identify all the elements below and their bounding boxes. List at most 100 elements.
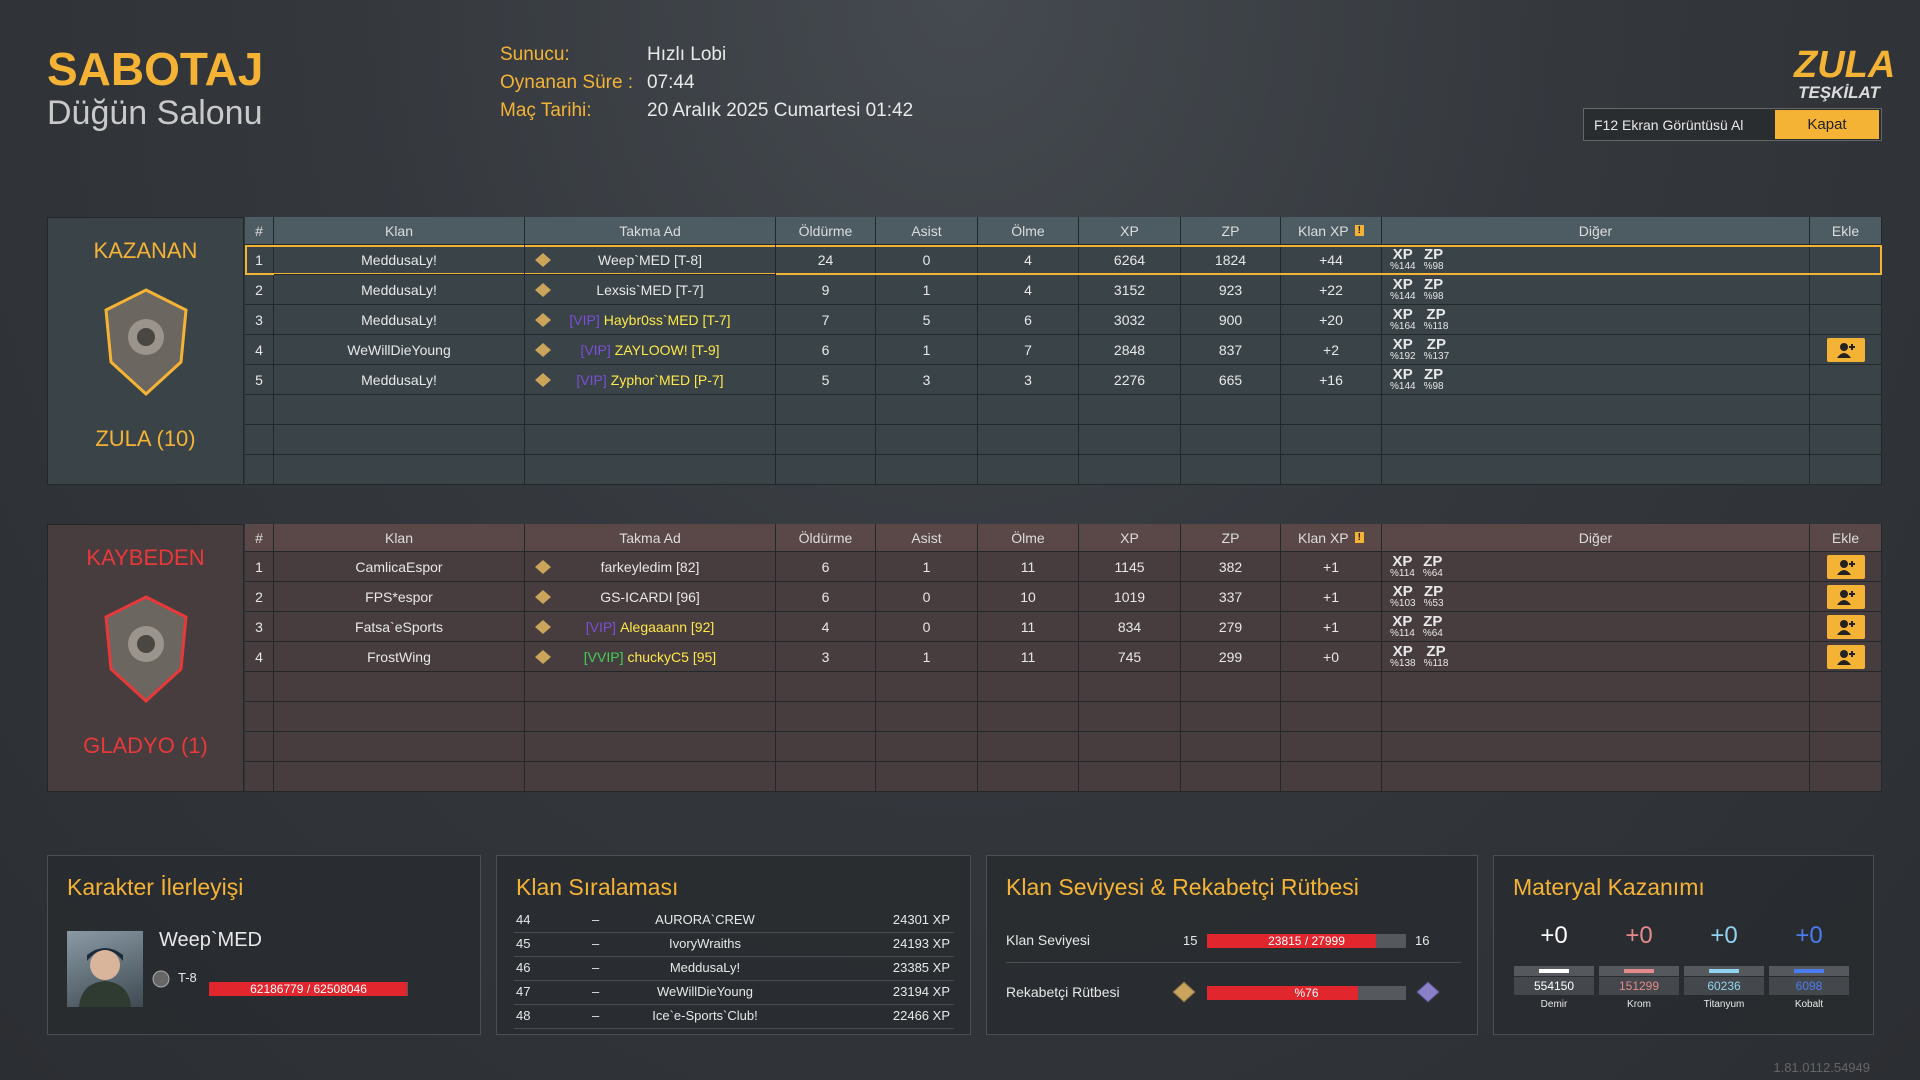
- cell: [1079, 455, 1181, 485]
- cell: [876, 732, 978, 762]
- cell: [VIP] Haybr0ss`MED [T-7]: [525, 305, 776, 335]
- cell: [978, 762, 1079, 792]
- cell: [1281, 425, 1382, 455]
- cell: 7: [978, 335, 1079, 365]
- material-bar: [1599, 966, 1679, 976]
- ranking-clan: Ice`e-Sports`Club!: [652, 1008, 758, 1023]
- cell: [1181, 455, 1281, 485]
- rank-icon: [535, 559, 551, 574]
- cell: [876, 425, 978, 455]
- nickname: Alegaaann [92]: [620, 618, 715, 635]
- cell: 1: [876, 552, 978, 582]
- player-row: 3 Fatsa`eSports [VIP] Alegaaann [92] 4 0 11 834…: [245, 612, 1882, 642]
- ranking-clan: WeWillDieYoung: [656, 984, 754, 999]
- cell: 834: [1079, 612, 1181, 642]
- cell: [245, 395, 274, 425]
- cell: [1079, 395, 1181, 425]
- bonus-label: ZP: [1426, 306, 1446, 323]
- material-name: Kobalt: [1794, 999, 1824, 1010]
- ranking-row: [514, 956, 954, 957]
- cell: [1281, 732, 1382, 762]
- bonus: ZP %64: [1423, 554, 1443, 579]
- rank-icon: [535, 342, 551, 357]
- player-row: 3 MeddusaLy! [VIP] Haybr0ss`MED [T-7] 7 5 6 303…: [245, 305, 1882, 335]
- clan-level-panel: Klan Seviyesi & Rekabetçi Rütbesi Klan S…: [986, 855, 1478, 1035]
- ranking-clan: AURORA`CREW: [655, 912, 755, 927]
- cell: +22: [1281, 275, 1382, 305]
- cell: XP %192 ZP %137: [1382, 335, 1810, 365]
- bonus: XP %138: [1390, 644, 1416, 669]
- cell: 0: [876, 582, 978, 612]
- cell: [525, 702, 776, 732]
- cell: 837: [1181, 335, 1281, 365]
- column-header: Öldürme: [776, 217, 876, 245]
- column-header: Ölme: [978, 524, 1079, 552]
- add-friend-button[interactable]: [1826, 614, 1865, 639]
- cell: [274, 732, 525, 762]
- cell: 11: [978, 642, 1079, 672]
- cell: 923: [1181, 275, 1281, 305]
- screenshot-button[interactable]: F12 Ekran Görüntüsü Al: [1594, 116, 1744, 133]
- panel-title: Materyal Kazanımı: [1513, 874, 1705, 900]
- cell: FPS*espor: [274, 582, 525, 612]
- bonus-label: ZP: [1424, 246, 1444, 263]
- add-friend-button[interactable]: [1826, 554, 1865, 579]
- team-name: ZULA (10): [95, 426, 196, 451]
- logo-bottom: TEŞKİLAT: [1798, 83, 1880, 102]
- team-result: KAZANAN: [93, 238, 198, 263]
- add-friend-button[interactable]: [1826, 584, 1865, 609]
- cell: [1810, 642, 1882, 672]
- nickname: ZAYLOOW! [T-9]: [614, 341, 720, 358]
- cell: [1181, 762, 1281, 792]
- bonus-label: XP: [1392, 246, 1413, 263]
- cell: 3: [978, 365, 1079, 395]
- bonus-label: XP: [1392, 276, 1413, 293]
- nickname: Lexsis`MED [T-7]: [596, 281, 704, 298]
- column-header: ZP: [1181, 217, 1281, 245]
- team-panel: KAZANAN ZULA (10): [47, 217, 244, 485]
- add-friend-button[interactable]: [1826, 337, 1865, 362]
- vip-tag: [VIP]: [580, 341, 611, 358]
- bonus: XP %114: [1390, 614, 1415, 639]
- nickname: Weep`MED [T-8]: [598, 251, 702, 268]
- cell: [274, 702, 525, 732]
- cell: 1145: [1079, 552, 1181, 582]
- cell: 3: [876, 365, 978, 395]
- cell: [978, 395, 1079, 425]
- cell: 4: [978, 245, 1079, 275]
- cell: [1810, 275, 1882, 305]
- ranking-rank: 48: [516, 1008, 531, 1023]
- cell: farkeyledim [82]: [525, 552, 776, 582]
- bonus: XP %144: [1390, 367, 1416, 392]
- cell: [776, 672, 876, 702]
- player-row: 1 CamlicaEspor farkeyledim [82] 6 1 11 1145 382…: [245, 552, 1882, 582]
- nickname: GS-ICARDI [96]: [600, 588, 700, 605]
- vip-tag: [VVIP]: [583, 648, 624, 665]
- level: 15: [1183, 933, 1198, 948]
- bonus-label: XP: [1392, 336, 1413, 353]
- close-button[interactable]: Kapat: [1775, 110, 1879, 139]
- bonus-value: %137: [1423, 351, 1450, 362]
- ranking-rank: 45: [516, 936, 531, 951]
- material-name: Titanyum: [1703, 999, 1745, 1010]
- cell: 900: [1181, 305, 1281, 335]
- cell: MeddusaLy!: [274, 245, 525, 275]
- bonus: ZP %53: [1424, 584, 1444, 609]
- empty-row: [245, 732, 1882, 762]
- materials-panel: Materyal Kazanımı +0 554150 Demir +0 151299 K…: [1493, 855, 1874, 1035]
- bonus-value: %144: [1390, 381, 1416, 392]
- cell: [525, 455, 776, 485]
- cell: [274, 672, 525, 702]
- rank-icon: [535, 589, 551, 604]
- bonus: XP %164: [1390, 307, 1416, 332]
- cell: [1181, 395, 1281, 425]
- cell: XP %144 ZP %98: [1382, 365, 1810, 395]
- column-header: Takma Ad: [525, 524, 776, 552]
- column-header: Takma Ad: [525, 217, 776, 245]
- add-friend-button[interactable]: [1826, 644, 1865, 669]
- rank-icon: [535, 372, 551, 387]
- cell: [1079, 732, 1181, 762]
- cell: XP %138 ZP %118: [1382, 642, 1810, 672]
- column-header: Ölme: [978, 217, 1079, 245]
